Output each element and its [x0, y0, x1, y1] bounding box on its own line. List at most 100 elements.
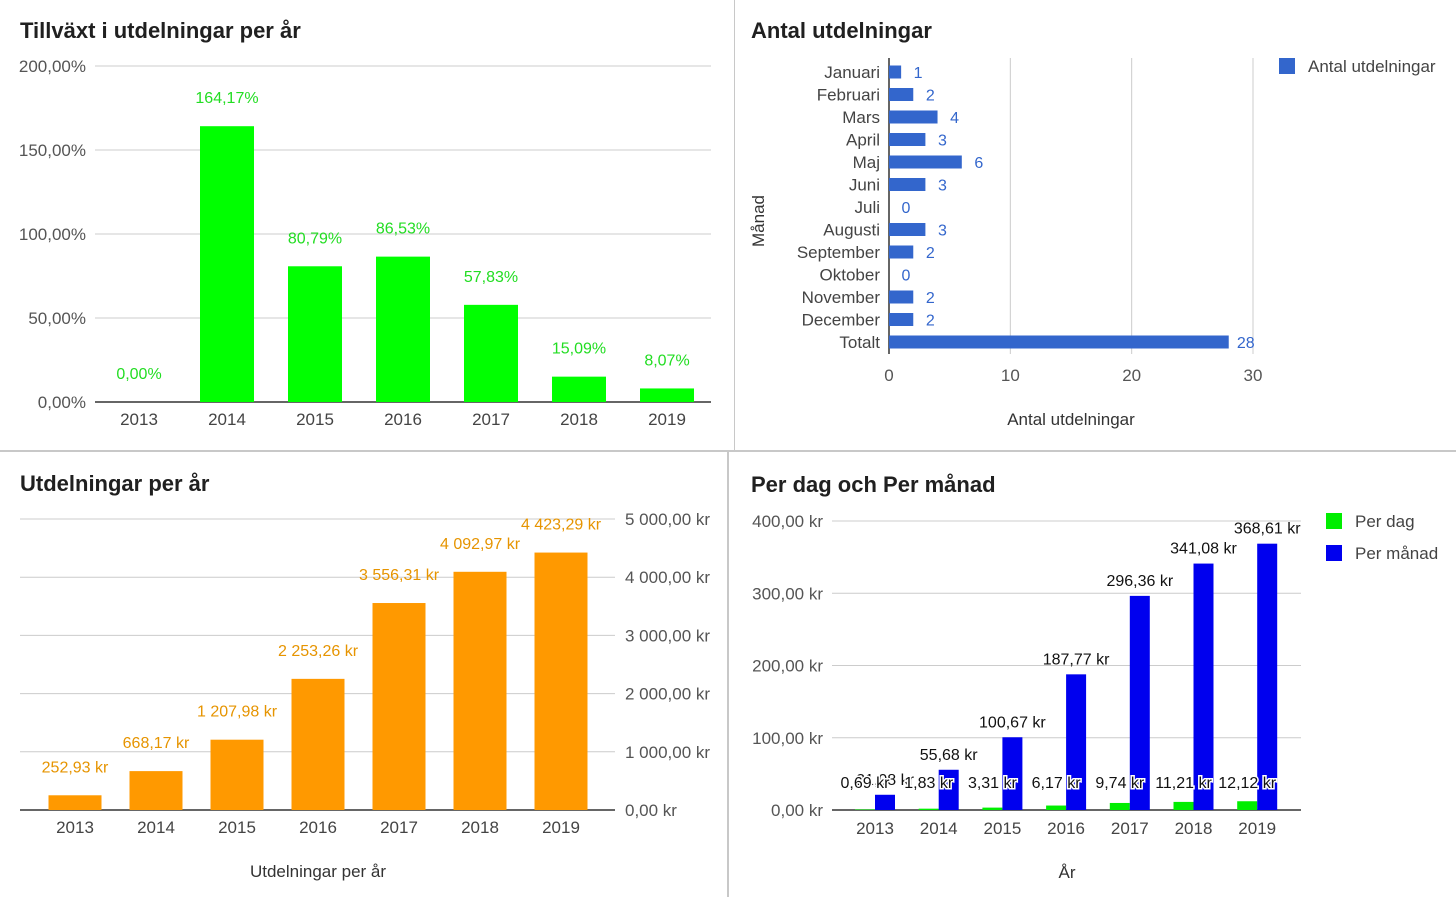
x-tick-label: 2017	[380, 818, 418, 837]
legend-swatch-per-manad	[1326, 545, 1342, 561]
chart-count-panel: Antal utdelningar 0 10 20 30 1 Januari 2 Febru…	[735, 0, 1456, 450]
data-label: 2 253,26 kr	[278, 643, 359, 660]
y-tick-label: Februari	[817, 86, 880, 105]
chart-daily-monthly-svg: Per dag och Per månad 0,00 kr 100,00 kr 20…	[751, 472, 1438, 882]
bar	[291, 678, 345, 810]
y-tick-label: 200,00 kr	[752, 657, 823, 676]
x-tick-label: 2016	[299, 818, 337, 837]
data-label: 6	[974, 155, 983, 172]
y-tick-label: 400,00 kr	[752, 512, 823, 531]
data-label: 86,53%	[376, 221, 430, 238]
legend-label-per-dag: Per dag	[1355, 512, 1415, 531]
x-tick-label: 2014	[920, 819, 958, 838]
data-label: 2	[926, 290, 935, 307]
y-tick-label: 2 000,00 kr	[625, 685, 710, 704]
y-tick-label: 100,00%	[19, 225, 86, 244]
data-label: 4 423,29 kr	[521, 517, 602, 534]
data-label-per-manad: 55,68 kr	[920, 747, 978, 764]
x-tick-label: 2013	[856, 819, 894, 838]
bar-per-manad	[1193, 563, 1214, 810]
data-label: 15,09%	[552, 341, 606, 358]
data-label: 1 207,98 kr	[197, 704, 278, 721]
data-label-per-dag: 0,69 kr	[841, 775, 891, 792]
y-tick-label: September	[797, 243, 880, 262]
bar-per-dag	[1046, 805, 1067, 810]
bar	[889, 335, 1229, 349]
bar	[889, 133, 926, 146]
divider-vertical-bottom	[727, 451, 729, 897]
bar	[129, 771, 183, 810]
bar	[889, 88, 914, 101]
chart-title: Tillväxt i utdelningar per år	[20, 18, 301, 43]
chart-title: Per dag och Per månad	[751, 472, 996, 497]
x-axis-label: Utdelningar per år	[250, 862, 386, 881]
data-label-per-dag: 6,17 kr	[1032, 775, 1082, 792]
data-label: 1	[914, 65, 923, 82]
chart-title: Utdelningar per år	[20, 471, 210, 496]
legend-swatch	[1279, 58, 1295, 74]
bar-per-dag	[918, 808, 939, 810]
y-tick-label: Augusti	[823, 221, 880, 240]
bar	[889, 223, 926, 236]
bar-per-dag	[1237, 801, 1258, 810]
data-label-per-manad: 100,67 kr	[979, 714, 1046, 731]
data-label: 0	[902, 200, 911, 217]
chart-daily-monthly-panel: Per dag och Per månad 0,00 kr 100,00 kr 20…	[729, 452, 1456, 897]
data-label: 4	[950, 110, 959, 127]
x-tick-label: 2015	[218, 818, 256, 837]
bar	[889, 65, 902, 79]
y-tick-label: November	[802, 288, 881, 307]
bar-per-manad	[1066, 674, 1087, 810]
legend-label-per-manad: Per månad	[1355, 544, 1438, 563]
data-label: 3	[938, 178, 947, 195]
x-tick-label: 2018	[1175, 819, 1213, 838]
data-label-per-manad: 21,08 kr	[856, 772, 914, 789]
data-label: 3 556,31 kr	[359, 567, 440, 584]
y-tick-label: Juli	[854, 198, 880, 217]
y-tick-label: Mars	[842, 108, 880, 127]
x-tick-label: 20	[1122, 366, 1141, 385]
bar-per-manad	[875, 794, 895, 810]
x-tick-label: 2019	[542, 818, 580, 837]
bar-per-manad	[1002, 737, 1023, 810]
bar-per-dag	[982, 807, 1003, 810]
bar	[552, 376, 606, 402]
bar	[889, 290, 914, 304]
data-label: 57,83%	[464, 269, 518, 286]
data-label-per-manad: 368,61 kr	[1234, 521, 1301, 538]
bar	[889, 155, 962, 169]
y-tick-label: Maj	[853, 153, 880, 172]
data-label: 2	[926, 313, 935, 330]
bar	[464, 304, 518, 402]
data-label-per-manad: 341,08 kr	[1170, 541, 1237, 558]
data-label: 28	[1237, 335, 1255, 352]
y-tick-label: 100,00 kr	[752, 729, 823, 748]
y-tick-label: Oktober	[820, 266, 881, 285]
bar	[200, 126, 254, 402]
data-label: 80,79%	[288, 230, 342, 247]
bar	[640, 388, 694, 402]
x-tick-label: 2016	[384, 410, 422, 429]
y-tick-label: 3 000,00 kr	[625, 626, 710, 645]
y-tick-label: 0,00%	[38, 393, 86, 412]
x-tick-label: 2014	[208, 410, 246, 429]
y-tick-label: April	[846, 131, 880, 150]
bar	[889, 178, 926, 191]
x-tick-label: 30	[1244, 366, 1263, 385]
data-label: 668,17 kr	[123, 735, 190, 752]
data-label-per-dag: 9,74 kr	[1095, 775, 1145, 792]
x-tick-label: 2018	[560, 410, 598, 429]
chart-count-svg: Antal utdelningar 0 10 20 30 1Januari2Febru…	[749, 18, 1436, 429]
data-label-per-manad: 296,36 kr	[1106, 573, 1173, 590]
bar	[889, 245, 914, 259]
x-tick-label: 2019	[1238, 819, 1276, 838]
x-tick-label: 2013	[120, 410, 158, 429]
data-label-per-dag: 1,83 kr	[904, 775, 954, 792]
x-tick-label: 2017	[1111, 819, 1149, 838]
x-tick-label: 2016	[1047, 819, 1085, 838]
x-tick-label: 2018	[461, 818, 499, 837]
data-label: 4 092,97 kr	[440, 536, 521, 553]
bar	[48, 795, 102, 810]
y-tick-label: 0,00 kr	[771, 801, 823, 820]
x-tick-label: 2019	[648, 410, 686, 429]
